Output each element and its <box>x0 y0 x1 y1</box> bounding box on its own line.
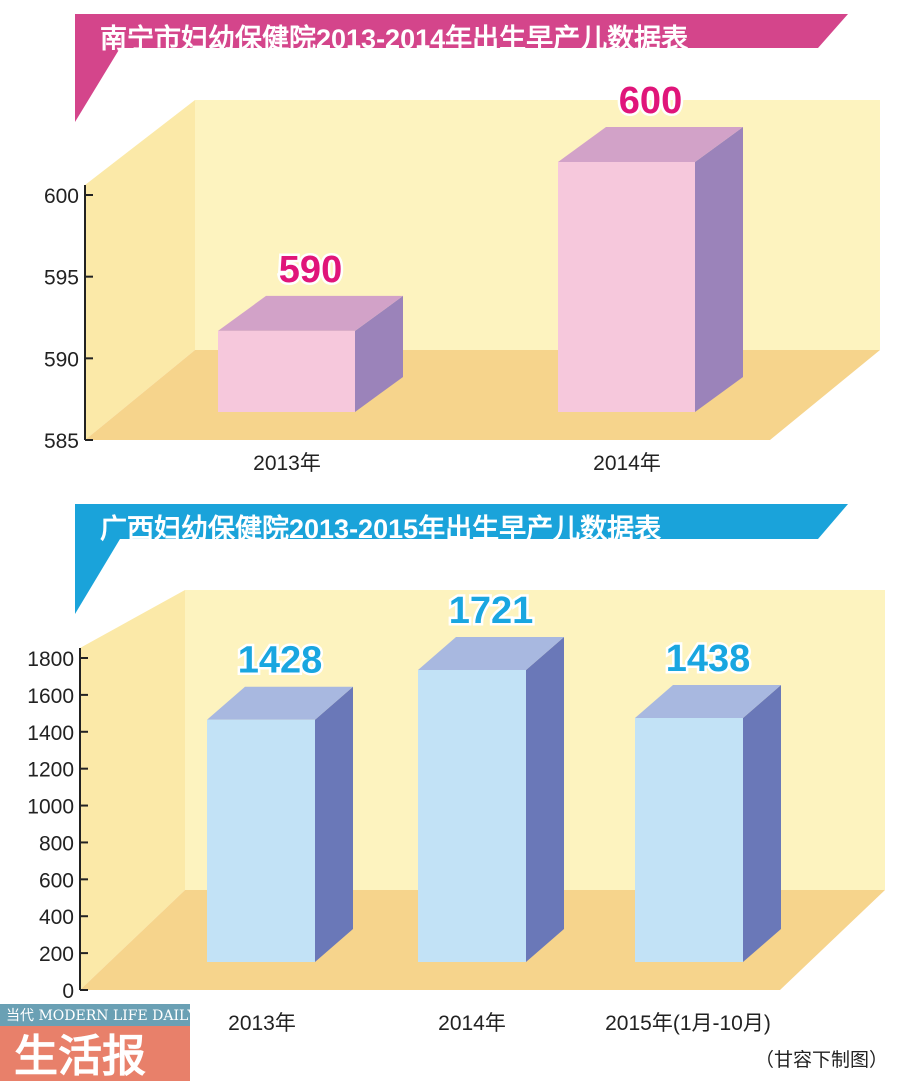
x-tick-label: 2014年 <box>438 1012 506 1035</box>
bar-side <box>315 686 353 962</box>
bar-top <box>418 637 564 670</box>
chart-title: 南宁市妇幼保健院2013-2014年出生早产儿数据表 <box>100 23 688 54</box>
y-tick-label: 400 <box>39 906 74 929</box>
bar <box>558 162 695 412</box>
credit-text: （甘容下制图） <box>755 1049 888 1071</box>
x-tick-label: 2014年 <box>593 452 661 475</box>
floor <box>85 350 880 440</box>
y-tick-label: 1000 <box>27 796 74 819</box>
y-tick-label: 0 <box>62 980 74 1003</box>
bar-side <box>355 295 403 412</box>
y-tick-label: 1800 <box>27 648 74 671</box>
y-tick-label: 595 <box>44 267 79 290</box>
data-label: 600 <box>619 80 682 122</box>
bar-top <box>558 127 743 162</box>
bar-side <box>526 637 564 962</box>
watermark-band <box>0 1004 190 1026</box>
bar <box>218 330 355 412</box>
bar <box>635 718 743 962</box>
bar-top <box>218 295 403 331</box>
data-label: 1428 <box>238 640 323 682</box>
y-tick-label: 1400 <box>27 722 74 745</box>
x-tick-label: 2015年(1月-10月) <box>605 1012 771 1035</box>
bar <box>418 670 526 962</box>
data-label: 590 <box>279 249 342 291</box>
bar-top <box>635 685 781 719</box>
y-tick-label: 1600 <box>27 685 74 708</box>
y-tick-label: 590 <box>44 348 79 371</box>
bar-top <box>207 686 353 720</box>
watermark-logo: 生活报 <box>14 1031 146 1081</box>
y-tick-label: 1200 <box>27 759 74 782</box>
title-banner <box>75 504 848 614</box>
y-tick-label: 800 <box>39 832 74 855</box>
x-tick-label: 2013年 <box>253 452 321 475</box>
data-label: 1438 <box>666 638 751 680</box>
y-tick-label: 585 <box>44 430 79 453</box>
bar-side <box>743 685 781 962</box>
y-tick-label: 200 <box>39 943 74 966</box>
bar-side <box>695 127 743 412</box>
title-banner <box>75 14 848 122</box>
x-tick-label: 2013年 <box>228 1012 296 1035</box>
watermark-text: 当代 MODERN LIFE DAILY <box>6 1008 197 1024</box>
data-label: 1721 <box>449 590 534 632</box>
watermark-band <box>0 1026 190 1081</box>
left-wall <box>80 590 185 990</box>
y-tick-label: 600 <box>39 869 74 892</box>
chart-title: 广西妇幼保健院2013-2015年出生早产儿数据表 <box>100 513 661 544</box>
bar <box>207 719 315 962</box>
left-wall <box>85 100 195 440</box>
y-tick-label: 600 <box>44 185 79 208</box>
